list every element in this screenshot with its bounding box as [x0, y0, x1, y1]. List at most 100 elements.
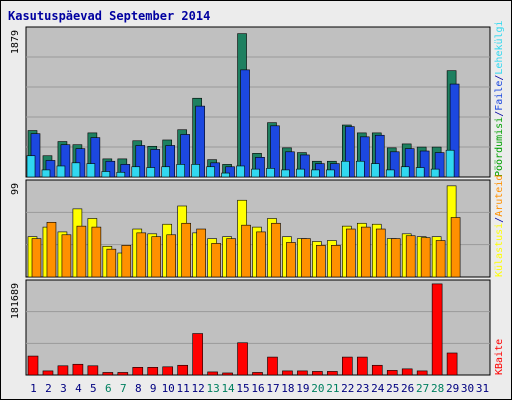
panel-max-label-middle: 99	[10, 183, 21, 195]
bar-aruteid-day-3	[61, 234, 72, 278]
bar-pöördumisi-day-14	[221, 172, 230, 178]
bar-pöördumisi-day-29	[445, 149, 455, 178]
x-tick-label: 8	[135, 382, 142, 395]
bar-aruteid-day-12	[196, 228, 206, 278]
bar-kbaite-day-9	[147, 367, 159, 376]
x-tick-label: 7	[120, 382, 127, 395]
series-label-part: /	[494, 111, 505, 117]
x-tick-label: 11	[177, 382, 190, 395]
bar-faile-day-1	[30, 133, 41, 178]
bar-aruteid-day-6	[106, 248, 117, 278]
x-tick-label: 17	[266, 382, 279, 395]
bar-kbaite-day-26	[401, 368, 413, 376]
x-tick-label: 29	[446, 382, 459, 395]
bar-kbaite-day-7	[117, 372, 129, 376]
x-tick-label: 13	[206, 382, 219, 395]
series-label-part: Faile	[494, 81, 505, 111]
chart-panels: 1879 99 181689	[10, 26, 491, 376]
x-tick-label: 30	[461, 382, 474, 395]
bar-faile-day-14	[225, 166, 235, 178]
series-label-part: Lehekülgi	[494, 20, 505, 74]
series-label-part: /	[494, 217, 505, 223]
series-label-bottom: KBaite	[494, 339, 505, 375]
bar-pöördumisi-day-3	[56, 165, 66, 178]
bar-pöördumisi-day-26	[400, 166, 410, 178]
bar-pöördumisi-day-5	[86, 163, 96, 178]
bar-aruteid-day-14	[226, 238, 236, 278]
x-tick-label: 22	[341, 382, 354, 395]
bar-aruteid-day-27	[420, 237, 431, 278]
bar-pöördumisi-day-9	[146, 167, 156, 178]
bar-faile-day-2	[45, 160, 56, 178]
bar-faile-day-16	[255, 157, 265, 178]
x-tick-label: 9	[150, 382, 157, 395]
bar-aruteid-day-5	[91, 226, 102, 278]
x-tick-label: 2	[45, 382, 52, 395]
bar-pöördumisi-day-1	[26, 155, 36, 178]
series-label-part: KBaite	[494, 339, 505, 375]
bar-kbaite-day-2	[42, 370, 54, 376]
x-tick-label: 21	[326, 382, 339, 395]
bar-kbaite-day-29	[446, 352, 458, 376]
x-tick-label: 24	[371, 382, 385, 395]
panel-max-label-bottom: 181689	[10, 283, 21, 319]
bar-kbaite-day-1	[27, 355, 39, 376]
bar-faile-day-22	[345, 126, 355, 178]
bar-faile-day-10	[165, 145, 176, 178]
bar-aruteid-day-23	[360, 226, 371, 278]
bar-kbaite-day-21	[327, 371, 338, 376]
bar-pöördumisi-day-19	[296, 168, 305, 178]
x-tick-label: 23	[356, 382, 369, 395]
panel-middle: 99	[10, 179, 491, 278]
bar-faile-day-28	[434, 152, 445, 178]
bar-aruteid-day-7	[121, 245, 132, 278]
bar-kbaite-day-22	[342, 356, 353, 376]
x-tick-label: 27	[416, 382, 429, 395]
series-label-part: Aruteid	[494, 175, 505, 217]
plot-area-bottom	[25, 279, 491, 376]
x-tick-label: 31	[476, 382, 489, 395]
bar-pöördumisi-day-18	[281, 169, 290, 178]
bar-kbaite-day-18	[282, 370, 293, 376]
bar-kbaite-day-13	[207, 371, 218, 376]
x-tick-label: 6	[105, 382, 112, 395]
bar-pöördumisi-day-10	[161, 166, 171, 178]
x-tick-label: 25	[386, 382, 399, 395]
bar-aruteid-day-10	[166, 234, 177, 278]
bar-faile-day-6	[105, 160, 116, 178]
x-tick-label: 4	[75, 382, 82, 395]
series-label-part: /	[494, 75, 505, 81]
x-tick-label: 20	[311, 382, 324, 395]
bar-faile-day-19	[300, 154, 310, 178]
bar-pöördumisi-day-13	[206, 166, 215, 178]
x-tick-label: 10	[162, 382, 175, 395]
bar-kbaite-day-27	[416, 370, 428, 376]
bar-aruteid-day-19	[301, 238, 311, 278]
bar-faile-day-5	[90, 137, 101, 178]
bar-kbaite-day-4	[72, 363, 84, 376]
bar-faile-day-11	[180, 134, 190, 178]
bar-faile-day-17	[270, 125, 280, 178]
bar-aruteid-day-22	[346, 228, 356, 278]
bar-pöördumisi-day-28	[430, 168, 440, 178]
bar-kbaite-day-16	[252, 372, 263, 376]
x-tick-label: 5	[90, 382, 97, 395]
bar-kbaite-day-23	[356, 356, 368, 376]
x-tick-label: 18	[281, 382, 294, 395]
bar-aruteid-day-8	[136, 232, 147, 278]
bar-pöördumisi-day-22	[341, 160, 350, 178]
bar-faile-day-3	[60, 144, 71, 178]
panel-bottom: 181689	[10, 279, 491, 376]
x-axis-labels: 1 2 3 4 5 6 7 8 9 10 11 12 13 14 15 16 17 18 19 20 21 22 23 24 2…	[30, 382, 489, 395]
bar-aruteid-day-4	[76, 225, 87, 278]
bar-kbaite-day-24	[371, 364, 383, 376]
bar-faile-day-27	[419, 150, 430, 178]
bar-kbaite-day-10	[162, 366, 174, 376]
bar-faile-day-29	[449, 83, 460, 178]
bar-faile-day-7	[120, 164, 131, 178]
bar-pöördumisi-day-25	[385, 169, 395, 178]
bar-pöördumisi-day-2	[41, 169, 51, 178]
bar-faile-day-25	[389, 151, 400, 178]
x-tick-label: 3	[60, 382, 67, 395]
